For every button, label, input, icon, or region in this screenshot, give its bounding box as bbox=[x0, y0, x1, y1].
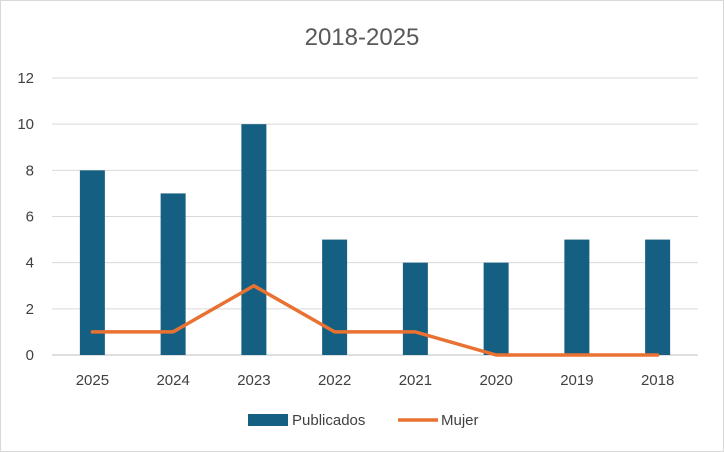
x-tick-label: 2022 bbox=[318, 372, 351, 389]
x-tick-label: 2025 bbox=[76, 372, 109, 389]
bar-2018 bbox=[645, 239, 671, 355]
y-tick-label: 8 bbox=[26, 162, 34, 179]
y-tick-label: 12 bbox=[17, 70, 34, 87]
x-axis-labels: 2025 2024 2023 2022 2021 2020 2019 2018 bbox=[76, 372, 675, 389]
bar-2022 bbox=[322, 239, 348, 355]
line-series-mujer bbox=[90, 284, 660, 357]
x-tick-label: 2018 bbox=[641, 372, 674, 389]
y-axis-labels: 0 2 4 6 8 10 12 bbox=[17, 70, 34, 364]
y-tick-label: 10 bbox=[17, 116, 34, 133]
legend-label-mujer: Mujer bbox=[441, 412, 479, 429]
x-tick-label: 2019 bbox=[560, 372, 593, 389]
legend-swatch-publicados bbox=[248, 414, 288, 426]
bar-2023 bbox=[241, 124, 267, 356]
gridlines bbox=[52, 77, 698, 356]
bar-2021 bbox=[402, 262, 428, 355]
chart-title: 2018-2025 bbox=[305, 24, 420, 51]
x-tick-label: 2024 bbox=[156, 372, 189, 389]
y-tick-label: 6 bbox=[26, 209, 34, 226]
bar-2019 bbox=[564, 239, 590, 355]
legend-label-publicados: Publicados bbox=[292, 412, 365, 429]
bar-series-publicados bbox=[79, 124, 671, 356]
x-tick-label: 2023 bbox=[237, 372, 270, 389]
y-tick-label: 0 bbox=[26, 347, 34, 364]
legend: Publicados Mujer bbox=[248, 412, 479, 429]
bar-2020 bbox=[483, 262, 509, 355]
x-tick-label: 2020 bbox=[479, 372, 512, 389]
line-mujer bbox=[90, 284, 660, 357]
x-tick-label: 2021 bbox=[399, 372, 432, 389]
y-tick-label: 4 bbox=[26, 255, 34, 272]
bar-2025 bbox=[79, 170, 105, 355]
y-tick-label: 2 bbox=[26, 301, 34, 318]
